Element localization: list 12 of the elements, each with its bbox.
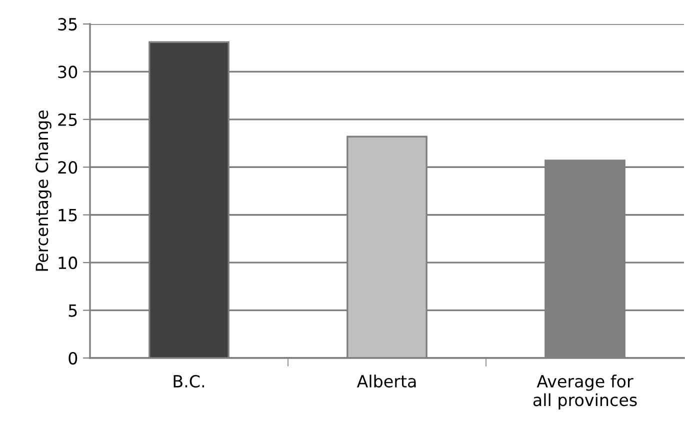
y-tick-label: 15 [58,209,77,222]
y-tick-label: 0 [68,352,78,365]
x-tick-label: B.C. [174,374,204,388]
x-tick-label: Alberta [356,374,416,388]
y-tick-label: 35 [58,18,77,31]
y-tick-label: 20 [58,161,78,174]
y-tick-label: 30 [58,66,78,78]
y-axis-title: Percentage Change [35,110,52,271]
x-tick-label: Average for all provinces [533,374,637,410]
y-tick-label: 25 [58,113,77,126]
y-tick-label: 5 [68,304,77,317]
y-tick-label: 10 [58,256,78,270]
